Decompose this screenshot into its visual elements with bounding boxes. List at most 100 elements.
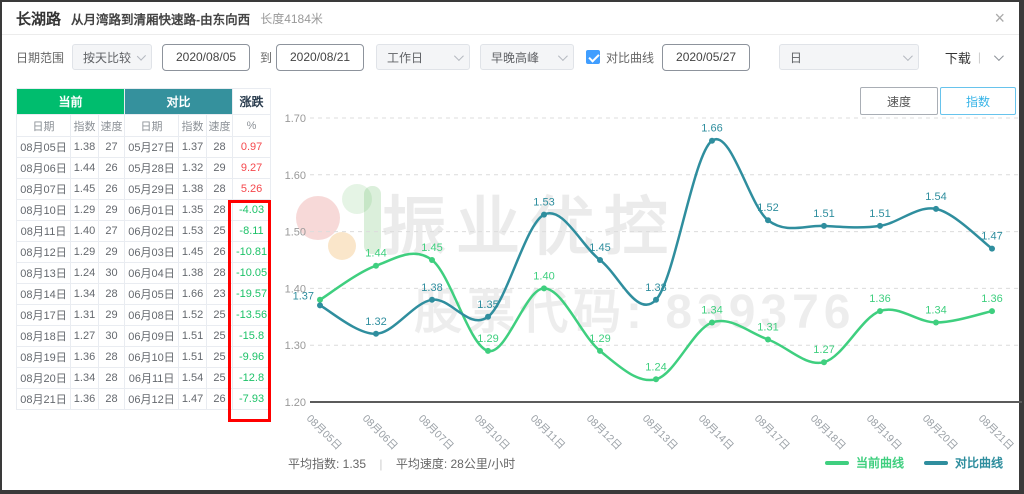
col-header: 日期 [124, 114, 180, 137]
cur-date-cell: 08月21日 [16, 388, 71, 410]
pct-cell: -9.96 [232, 346, 272, 368]
legend-swatch-compare [923, 460, 948, 465]
table-row: 08月14日 1.34 28 06月05日 1.66 23 -19.57 [16, 283, 272, 305]
col-header: 速度 [97, 114, 126, 137]
cur-index-cell: 1.40 [70, 220, 99, 242]
cmp-date-cell: 06月08日 [124, 304, 180, 326]
svg-text:1.51: 1.51 [869, 208, 890, 220]
cmp-index-cell: 1.54 [178, 367, 208, 389]
cur-date-cell: 08月20日 [16, 367, 71, 389]
svg-text:1.34: 1.34 [925, 305, 946, 317]
cur-speed-cell: 29 [97, 304, 126, 326]
start-date-input[interactable] [162, 43, 251, 71]
day-type-select[interactable]: 工作日 [376, 44, 471, 70]
legend-item-compare[interactable]: 对比曲线 [923, 454, 1003, 471]
cur-speed-cell: 26 [97, 157, 126, 179]
svg-text:1.53: 1.53 [533, 197, 554, 209]
chart-legend: 当前曲线 对比曲线 [805, 454, 1003, 471]
table-row: 08月05日 1.38 27 05月27日 1.37 28 0.97 [16, 136, 272, 158]
cmp-date-cell: 06月05日 [124, 283, 180, 305]
svg-text:1.60: 1.60 [285, 170, 306, 182]
pct-cell: 0.97 [232, 136, 272, 158]
svg-text:1.45: 1.45 [421, 242, 442, 254]
legend-item-current[interactable]: 当前曲线 [824, 454, 904, 471]
end-date-input[interactable] [276, 43, 365, 71]
dialog-header: 长湖路 从月湾路到清厢快速路-由东向西 长度4184米 × [2, 2, 1019, 35]
to-label: 到 [260, 50, 273, 65]
svg-text:08月21日: 08月21日 [976, 413, 1016, 453]
cur-index-cell: 1.36 [70, 346, 99, 368]
cur-speed-cell: 30 [97, 262, 126, 284]
svg-text:08月12日: 08月12日 [584, 413, 624, 453]
avg-index-text: 平均指数: 1.35 [288, 457, 367, 471]
svg-text:1.70: 1.70 [285, 113, 306, 125]
pct-cell: -7.93 [232, 388, 272, 410]
table-row: 08月19日 1.36 28 06月10日 1.51 25 -9.96 [16, 346, 272, 368]
cmp-date-cell: 06月10日 [124, 346, 180, 368]
table-row: 08月18日 1.27 30 06月09日 1.51 25 -15.8 [16, 325, 272, 347]
cmp-index-cell: 1.51 [178, 346, 208, 368]
cur-date-cell: 08月11日 [16, 220, 71, 242]
svg-text:1.30: 1.30 [285, 340, 306, 352]
chevron-down-icon [993, 50, 1004, 61]
cur-index-cell: 1.44 [70, 157, 99, 179]
cmp-date-cell: 06月01日 [124, 199, 180, 221]
filter-bar: 日期范围 按天比较 到 工作日 早晚高峰 对比曲线 日 下载 | [2, 40, 1019, 74]
svg-text:1.34: 1.34 [701, 305, 722, 317]
svg-text:08月06日: 08月06日 [360, 413, 400, 453]
close-icon[interactable]: × [994, 8, 1005, 28]
cmp-speed-cell: 29 [206, 157, 234, 179]
col-header: 日期 [16, 114, 71, 137]
compare-date-input[interactable] [662, 43, 751, 71]
compare-mode-select[interactable]: 按天比较 [72, 44, 153, 70]
chevron-down-icon [557, 50, 568, 61]
current-group-header: 当前 [15, 88, 126, 115]
speed-tab-button[interactable]: 速度 [860, 87, 938, 115]
table-row: 08月20日 1.34 28 06月11日 1.54 25 -12.8 [16, 367, 272, 389]
cmp-speed-cell: 25 [206, 304, 234, 326]
granularity-select[interactable]: 日 [778, 44, 919, 70]
cmp-date-cell: 06月09日 [124, 325, 180, 347]
cmp-date-cell: 06月03日 [124, 241, 180, 263]
col-header: 指数 [178, 114, 208, 137]
pct-cell: -15.8 [232, 325, 272, 347]
download-button[interactable]: 下载 | [945, 48, 1004, 67]
line-chart[interactable]: 1.20 1.30 1.40 1.50 1.60 1.70 08月05日 08月06日 08月0… [282, 80, 1024, 494]
cmp-index-cell: 1.52 [178, 304, 208, 326]
cmp-index-cell: 1.38 [178, 178, 208, 200]
chevron-down-icon [453, 50, 464, 61]
cur-date-cell: 08月19日 [16, 346, 71, 368]
pct-cell: -10.81 [232, 241, 272, 263]
svg-text:08月07日: 08月07日 [416, 413, 456, 453]
peak-type-select[interactable]: 早晚高峰 [480, 44, 575, 70]
col-header: 指数 [70, 114, 99, 137]
cmp-index-cell: 1.51 [178, 325, 208, 347]
average-stats: 平均指数: 1.35 | 平均速度: 28公里/小时 [288, 455, 515, 472]
pct-cell: -10.05 [232, 262, 272, 284]
cmp-date-cell: 05月27日 [124, 136, 180, 158]
table-row: 08月10日 1.29 29 06月01日 1.35 28 -4.03 [16, 199, 272, 221]
cur-date-cell: 08月14日 [16, 283, 71, 305]
svg-text:1.27: 1.27 [813, 344, 834, 356]
table-row: 08月11日 1.40 27 06月02日 1.53 25 -8.11 [16, 220, 272, 242]
cur-date-cell: 08月10日 [16, 199, 71, 221]
col-header: 速度 [206, 114, 234, 137]
compare-curve-checkbox[interactable] [586, 50, 601, 64]
cur-speed-cell: 28 [97, 283, 126, 305]
road-section-subtitle: 从月湾路到清厢快速路-由东向西 [71, 12, 251, 27]
svg-text:08月11日: 08月11日 [528, 413, 567, 452]
pct-cell: 5.26 [232, 178, 272, 200]
cmp-index-cell: 1.38 [178, 262, 208, 284]
svg-text:1.32: 1.32 [365, 316, 386, 328]
index-tab-button[interactable]: 指数 [940, 87, 1016, 115]
svg-text:1.66: 1.66 [701, 123, 722, 135]
chart-area: 振业优控 股票代码: 839376 1.20 1.30 1.40 1.50 1.60 1.… [282, 80, 1024, 494]
cur-speed-cell: 30 [97, 325, 126, 347]
road-length: 长度4184米 [260, 11, 323, 26]
cur-index-cell: 1.34 [70, 367, 99, 389]
change-group-header: 涨跌 [232, 88, 272, 115]
svg-text:1.36: 1.36 [981, 293, 1002, 305]
cur-date-cell: 08月07日 [16, 178, 71, 200]
cur-speed-cell: 27 [97, 220, 126, 242]
